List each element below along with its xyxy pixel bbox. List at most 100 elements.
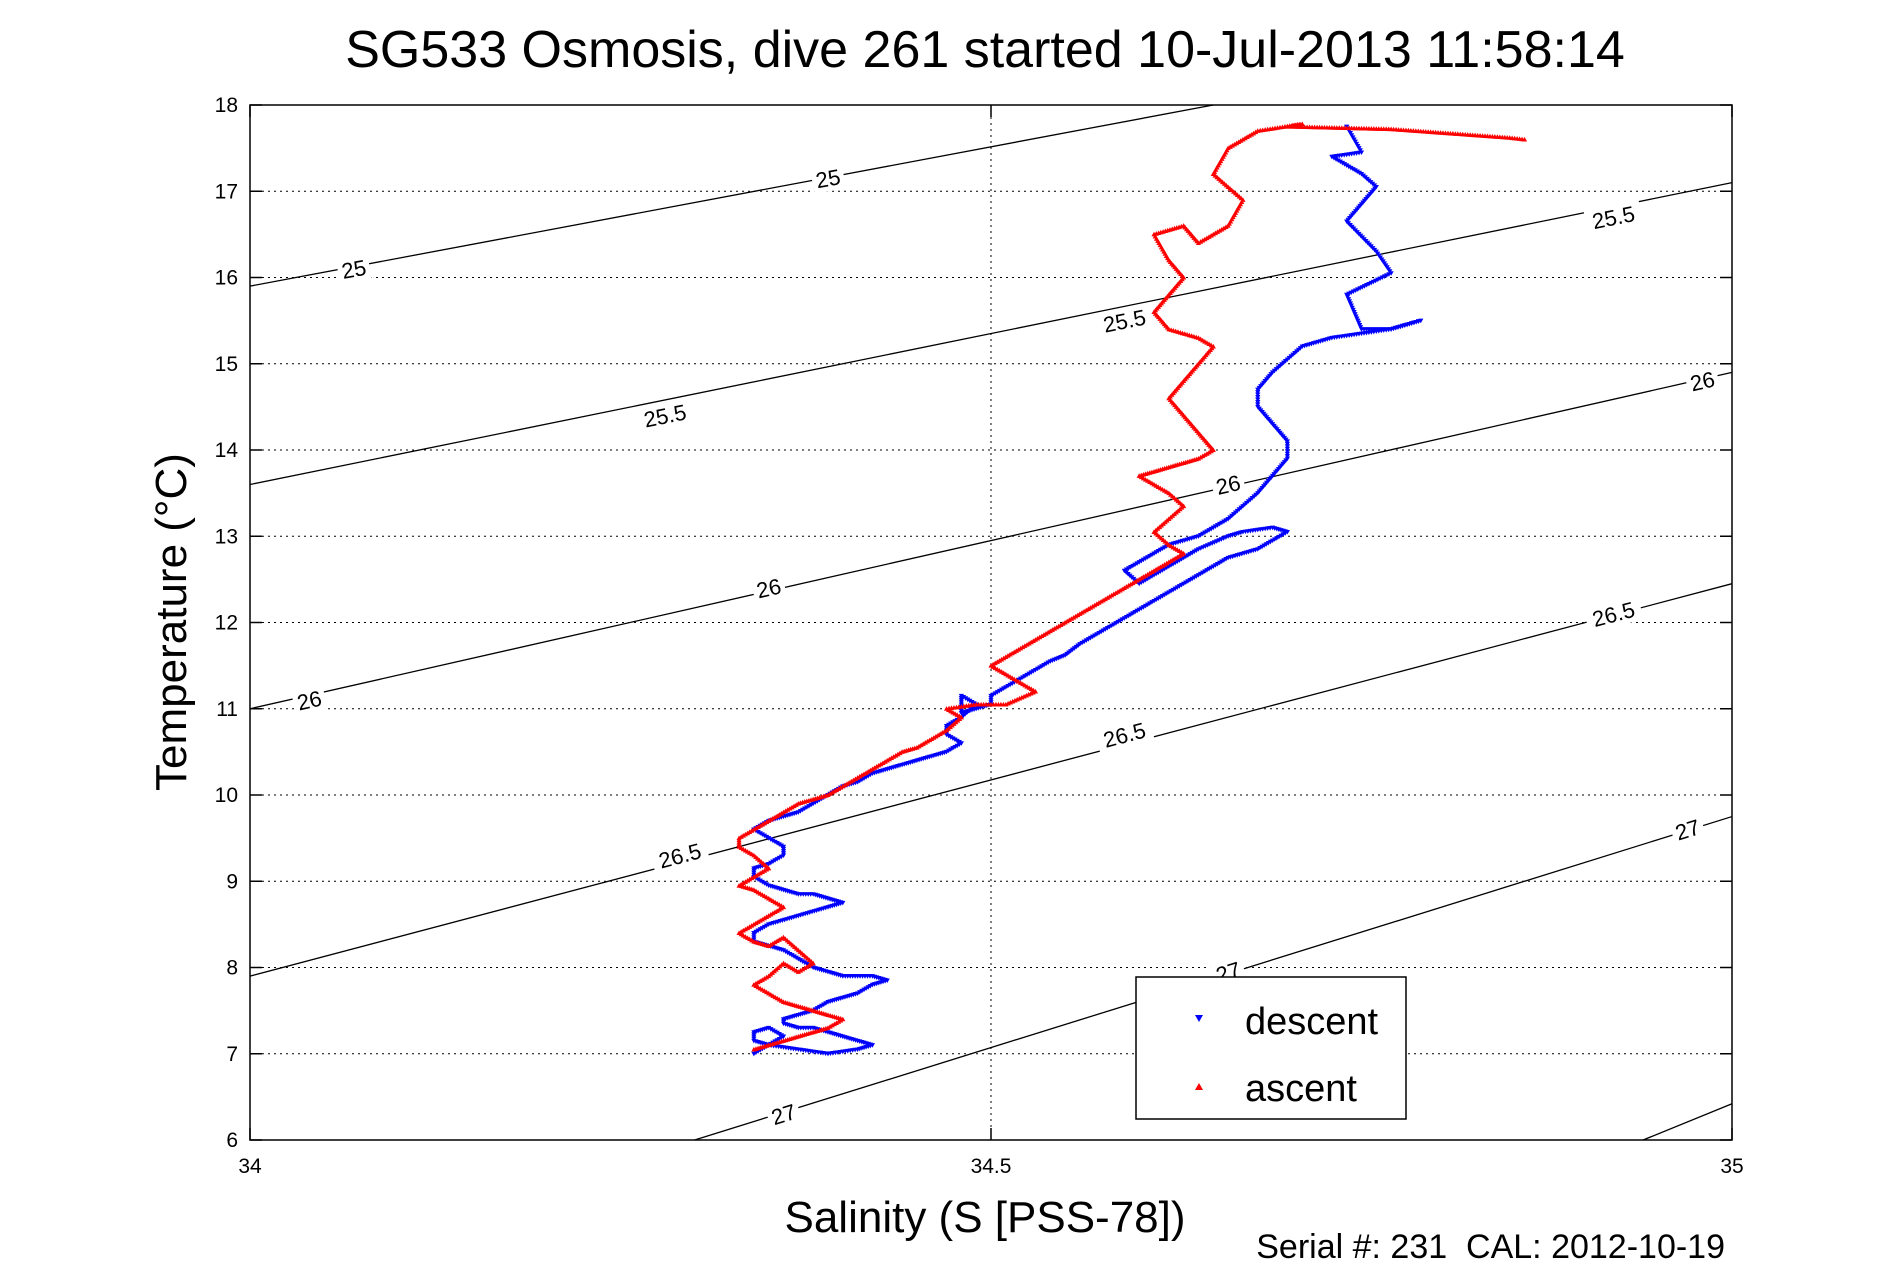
descent-data-point [1130,611,1136,616]
descent-data-point [791,954,797,960]
descent-data-point [1284,441,1290,447]
descent-data-point [774,1030,780,1036]
descent-data-point [948,747,954,753]
descent-data-point [1189,576,1195,582]
descent-data-point [950,746,956,751]
descent-data-point [1081,639,1087,645]
descent-data-point [1208,526,1214,532]
descent-data-point [1170,587,1176,593]
descent-data-point [869,771,876,777]
contour-label: 26 [754,574,783,604]
descent-data-point [1157,595,1163,600]
descent-data-point [1212,563,1219,568]
descent-data-point [998,687,1005,693]
descent-data-point [1348,165,1354,171]
contour-label-background [764,1096,803,1132]
descent-data-point [1282,531,1288,536]
descent-data-point [1255,402,1261,408]
descent-data-point [772,858,778,863]
descent-data-point [1204,529,1210,534]
descent-data-point [1185,579,1191,584]
density-contours: 252525.525.525.52626262626.526.526.52727… [249,104,1733,1141]
legend-label-descent: descent [1245,1001,1379,1043]
descent-data-point [774,857,780,862]
descent-data-point [763,834,770,840]
descent-data-point [1159,546,1166,552]
contour-label-background [649,835,711,876]
descent-data-point [804,961,810,967]
descent-data-point [1354,169,1360,175]
descent-data-point [1284,446,1290,452]
descent-data-point [763,923,770,929]
y-tick-label: 13 [215,525,238,548]
descent-data-point [797,809,804,814]
descent-data-point [797,958,804,963]
descent-data-point [755,877,761,883]
density-contour-line [249,181,1733,486]
descent-data-point [1221,519,1227,525]
descent-data-point [1085,637,1091,642]
contour-label-background [1583,594,1644,634]
descent-data-point [776,1036,782,1042]
descent-data-point [1115,619,1121,625]
descent-data-point [1162,592,1168,598]
descent-data-point [1113,621,1119,626]
descent-data-point [1119,617,1125,623]
descent-data-point [1344,163,1350,168]
descent-data-point [821,1002,827,1008]
descent-data-point [1208,565,1214,571]
descent-data-point [766,922,772,927]
contour-label-group: 26 [1683,364,1721,398]
descent-data-point [1092,633,1098,639]
calibration-footer: Serial #: 231 CAL: 2012-10-19 [1256,1228,1725,1262]
descent-data-point [812,800,818,805]
descent-data-point [867,772,873,778]
descent-data-point [1197,571,1204,577]
ascent-data-point [789,965,795,971]
descent-data-point [1350,167,1356,172]
descent-data-point [774,841,780,846]
descent-data-point [1206,566,1212,572]
descent-data-point [1341,162,1348,167]
descent-data-point [759,832,765,838]
descent-data-point [1026,671,1032,677]
descent-data-point [865,773,871,779]
descent-data-point [946,722,952,728]
descent-data-point [761,881,768,886]
descent-data-point [816,1004,823,1010]
descent-data-point [1151,551,1157,557]
descent-data-point [1197,533,1204,538]
descent-data-point [1195,573,1202,578]
ascent-data-point [770,940,776,946]
descent-data-point [770,1028,776,1033]
descent-data-point [814,1006,820,1011]
descent-data-point [787,951,793,957]
descent-data-point [1261,543,1267,549]
descent-data-point [1356,170,1362,176]
contour-label-background [335,253,372,285]
descent-data-point [802,806,808,812]
descent-data-point [799,959,806,964]
x-tick-label: 35 [1720,1155,1743,1178]
descent-data-point [962,696,969,701]
descent-data-point [1284,444,1290,449]
chart-title: SG533 Osmosis, dive 261 started 10-Jul-2… [345,21,1625,79]
descent-data-point [1272,537,1278,542]
descent-data-point [1352,168,1358,173]
descent-data-point [825,1000,831,1005]
descent-data-point [808,802,814,808]
descent-data-point [1100,628,1106,634]
descent-data-point [757,927,763,932]
descent-data-point [1140,605,1147,610]
descent-data-point [780,853,787,858]
y-tick-label: 17 [215,180,238,203]
descent-data-point [1221,558,1227,563]
descent-data-point [770,838,776,844]
descent-data-point [1104,626,1111,631]
descent-data-point [1280,532,1286,538]
descent-data-point [1257,545,1263,551]
legend-marker-descent [1195,1015,1203,1022]
y-tick-label: 12 [215,612,238,635]
descent-data-point [1134,561,1140,566]
contour-label-group: 26 [750,571,788,605]
